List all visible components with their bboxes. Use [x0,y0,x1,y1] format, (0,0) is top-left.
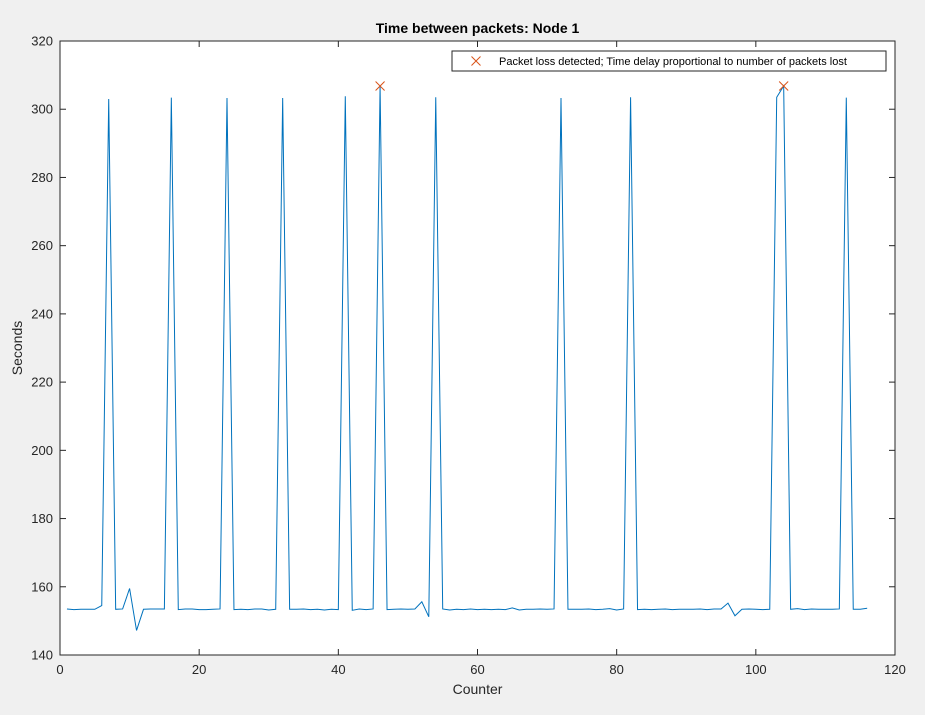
x-tick-label: 120 [884,662,906,677]
plot-area [60,41,895,655]
y-tick-label: 160 [31,579,53,594]
y-tick-label: 180 [31,511,53,526]
y-tick-label: 220 [31,375,53,390]
axes-box [59,40,896,656]
x-tick-label: 0 [56,662,63,677]
x-tick-label: 100 [745,662,767,677]
y-tick-label: 260 [31,238,53,253]
legend-label: Packet loss detected; Time delay proport… [499,56,847,68]
chart-title: Time between packets: Node 1 [376,20,580,36]
y-tick-label: 140 [31,648,53,663]
y-tick-label: 240 [31,306,53,321]
y-tick-label: 300 [31,102,53,117]
y-tick-label: 280 [31,170,53,185]
x-tick-label: 80 [609,662,623,677]
axis-ticks: 0 20 40 60 80 100 120 140 160 180 200 220 240 260 280 3… [31,34,906,678]
packet-loss-marker [375,81,385,91]
y-tick-label: 320 [31,34,53,49]
x-tick-label: 40 [331,662,345,677]
legend-box [451,50,887,72]
y-tick-label: 200 [31,443,53,458]
x-tick-label: 20 [192,662,206,677]
legend: Packet loss detected; Time delay proport… [451,50,887,72]
legend-marker [471,56,481,66]
x-axis-label: Counter [453,681,503,697]
x-tick-label: 60 [470,662,484,677]
series-line [66,84,868,631]
data-layer [66,81,868,631]
packet-loss-marker [778,81,789,91]
y-axis-label: Seconds [9,321,25,375]
